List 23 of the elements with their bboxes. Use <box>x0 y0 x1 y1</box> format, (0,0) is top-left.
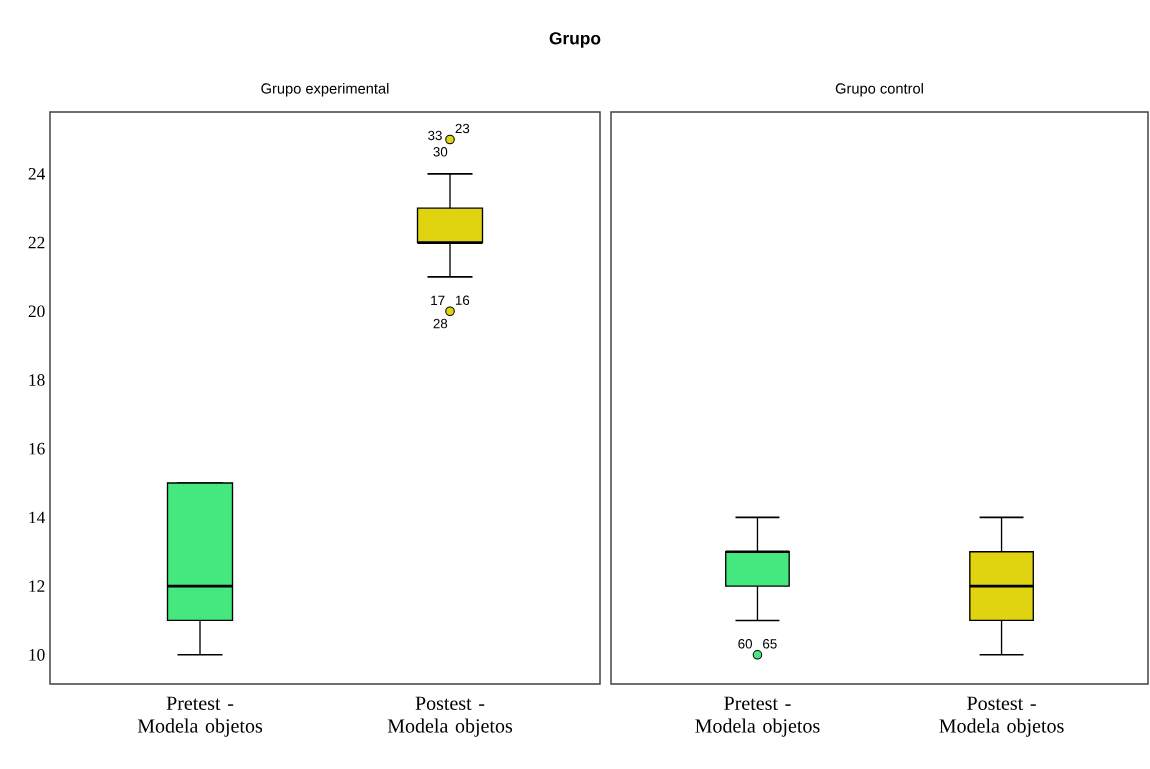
annotation: 33 <box>428 130 442 141</box>
y-tick-label: 18 <box>29 374 45 386</box>
x-tick-label: Postest - Modela objetos <box>387 696 513 737</box>
y-tick-label: 24 <box>28 168 46 180</box>
y-tick-label: 16 <box>29 442 45 455</box>
annotation: 65 <box>763 639 777 649</box>
chart-title: Grupo <box>549 32 601 48</box>
y-tick-label: 10 <box>29 648 45 661</box>
annotation: 28 <box>433 318 448 329</box>
chart-subtitle: Grupo control <box>835 82 923 97</box>
annotation: 60 <box>738 639 753 649</box>
annotation: 17 <box>431 295 445 305</box>
y-tick-label: 20 <box>28 305 45 318</box>
annotation: 23 <box>455 123 470 134</box>
chart-subtitle: Grupo experimental <box>261 82 389 97</box>
x-tick-label: Pretest - Modela objetos <box>695 696 820 737</box>
annotation: 30 <box>433 147 448 157</box>
annotation: 16 <box>455 295 470 305</box>
y-tick-label: 22 <box>28 236 45 249</box>
x-tick-label: Postest - Modela objetos <box>939 696 1064 737</box>
y-tick-label: 14 <box>29 511 46 524</box>
y-tick-label: 12 <box>29 580 45 592</box>
x-tick-label: Pretest - Modela objetos <box>137 696 263 737</box>
